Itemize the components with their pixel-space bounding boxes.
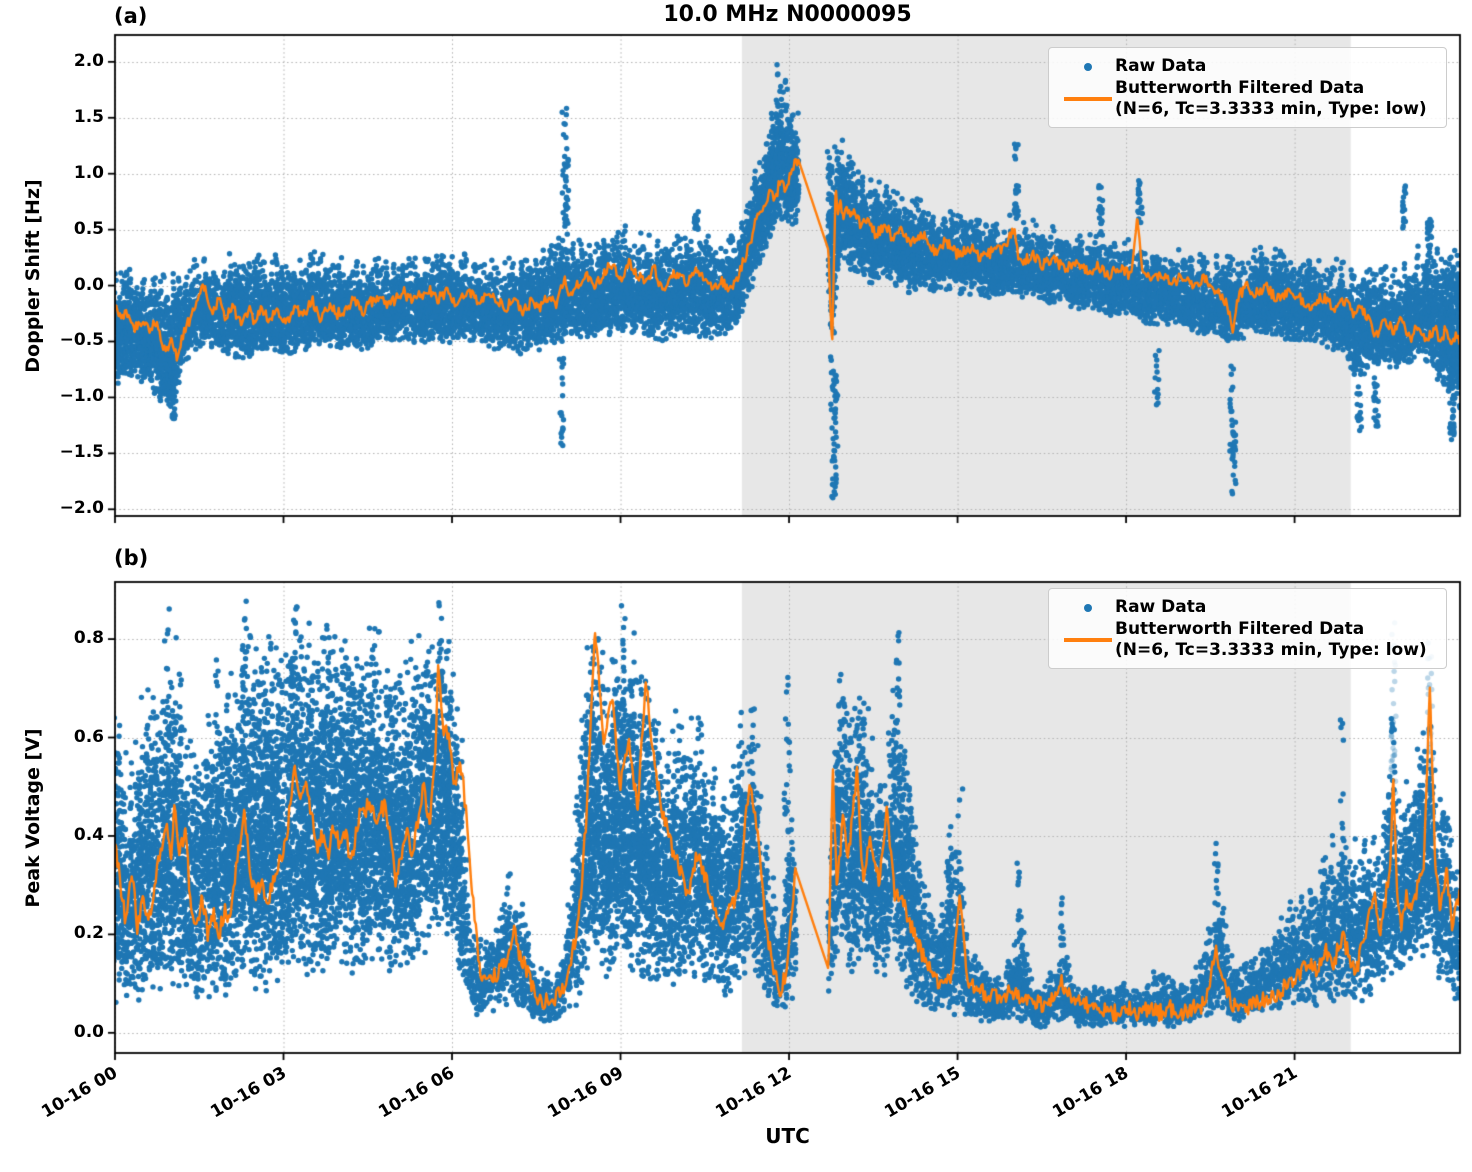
y-tick-label: 0.2	[73, 923, 104, 944]
filtered-data-line-icon	[1064, 97, 1112, 101]
legend-filtered-label: Butterworth Filtered Data (N=6, Tc=3.3333…	[1115, 619, 1427, 661]
legend-row-filtered: Butterworth Filtered Data (N=6, Tc=3.3333…	[1061, 78, 1440, 120]
raw-data-dot-icon	[1084, 62, 1092, 71]
y-tick-label: 0.8	[73, 628, 104, 649]
legend-row-filtered: Butterworth Filtered Data (N=6, Tc=3.3333…	[1061, 619, 1440, 661]
legend-a: Raw Data Butterworth Filtered Data (N=6, …	[1048, 47, 1447, 128]
panel-label-b: (b)	[114, 546, 149, 570]
raw-data-marker-wrap	[1061, 603, 1115, 612]
legend-raw-label: Raw Data	[1115, 56, 1207, 76]
legend-filtered-line2: (N=6, Tc=3.3333 min, Type: low)	[1115, 640, 1427, 660]
figure-title: 10.0 MHz N0000095	[663, 2, 912, 27]
y-tick-label: 0.4	[73, 824, 104, 845]
x-axis-label: UTC	[765, 1124, 810, 1148]
y-tick-label: 1.5	[73, 106, 104, 127]
y-tick-label: −1.0	[59, 386, 104, 407]
y-tick-label: −2.0	[59, 498, 104, 519]
legend-raw-label: Raw Data	[1115, 597, 1207, 617]
raw-data-dot-icon	[1084, 603, 1092, 612]
legend-filtered-line2: (N=6, Tc=3.3333 min, Type: low)	[1115, 99, 1427, 119]
y-tick-label: 2.0	[73, 50, 104, 71]
panel-label-a: (a)	[114, 4, 148, 28]
y-tick-label: −1.5	[59, 442, 104, 463]
filtered-data-line-icon	[1064, 638, 1112, 642]
legend-filtered-line1: Butterworth Filtered Data	[1115, 619, 1365, 639]
y-axis-label-b: Peak Voltage [V]	[22, 728, 44, 908]
filtered-data-marker-wrap	[1061, 638, 1115, 642]
y-tick-label: 1.0	[73, 162, 104, 183]
legend-b: Raw Data Butterworth Filtered Data (N=6, …	[1048, 588, 1447, 669]
legend-filtered-line1: Butterworth Filtered Data	[1115, 78, 1365, 98]
legend-row-raw: Raw Data	[1061, 597, 1440, 618]
y-tick-label: 0.0	[73, 1021, 104, 1042]
y-tick-label: −0.5	[59, 330, 104, 351]
legend-row-raw: Raw Data	[1061, 56, 1440, 77]
y-tick-label: 0.6	[73, 726, 104, 747]
y-tick-label: 0.5	[73, 218, 104, 239]
legend-filtered-label: Butterworth Filtered Data (N=6, Tc=3.3333…	[1115, 78, 1427, 120]
y-tick-label: 0.0	[73, 274, 104, 295]
raw-data-marker-wrap	[1061, 62, 1115, 71]
filtered-data-marker-wrap	[1061, 97, 1115, 101]
